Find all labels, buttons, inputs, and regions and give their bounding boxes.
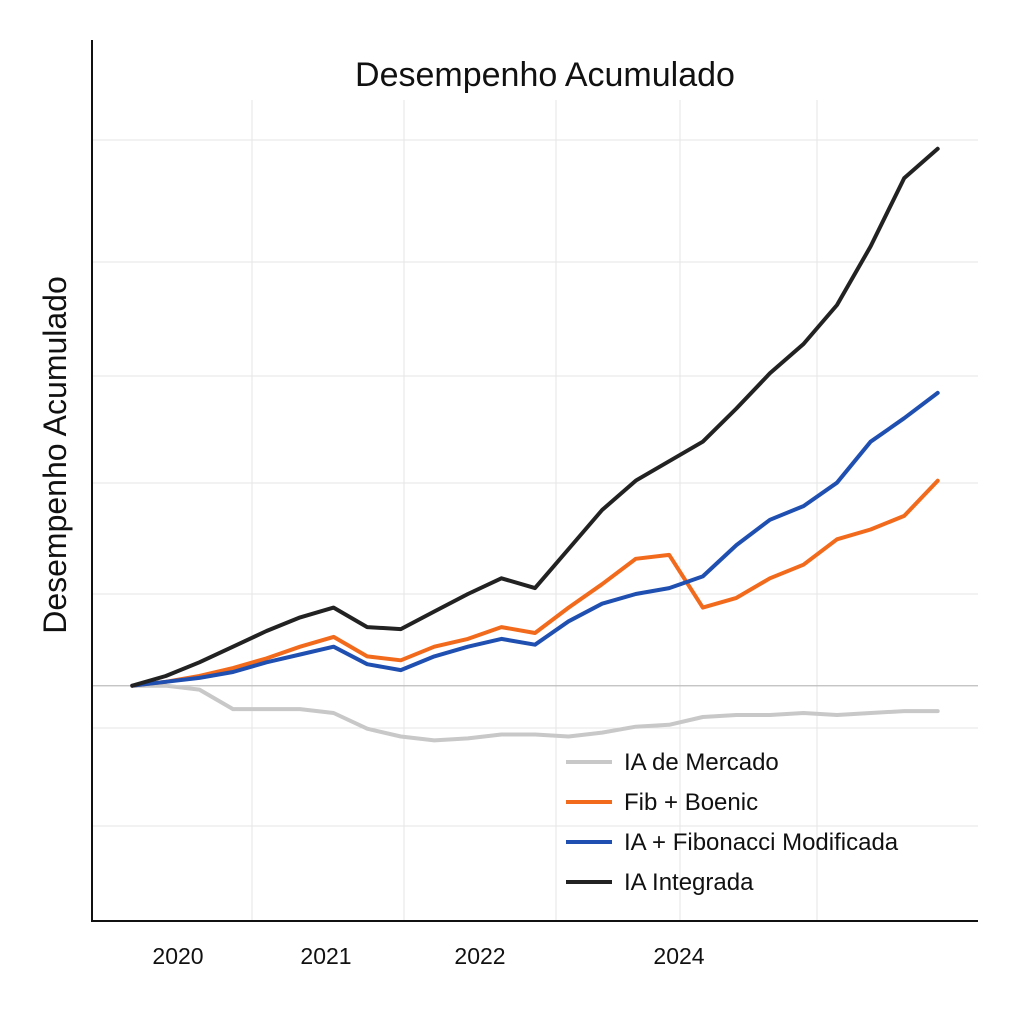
x-tick-label: 2020: [152, 943, 203, 969]
chart-title: Desempenho Acumulado: [355, 56, 735, 94]
grid: [92, 100, 978, 920]
legend-label: IA + Fibonacci Modificada: [624, 829, 899, 856]
legend: IA de Mercado Fib + Boenic IA + Fibonacci …: [566, 749, 899, 896]
x-tick-label: 2021: [300, 943, 351, 969]
y-axis-label: Desempenho Acumulado: [37, 276, 73, 634]
x-ticks: 2020 2021 2022 2024: [152, 943, 704, 969]
x-tick-label: 2022: [454, 943, 505, 969]
series-line-3: [130, 390, 940, 688]
legend-label: Fib + Boenic: [624, 789, 758, 816]
series-lines: [130, 146, 940, 743]
legend-label: IA Integrada: [624, 869, 754, 896]
x-tick-label: 2024: [653, 943, 704, 969]
series-line-4: [130, 146, 940, 688]
legend-label: IA de Mercado: [624, 749, 779, 776]
series-line-2: [130, 478, 940, 688]
series-line-1: [130, 683, 940, 743]
